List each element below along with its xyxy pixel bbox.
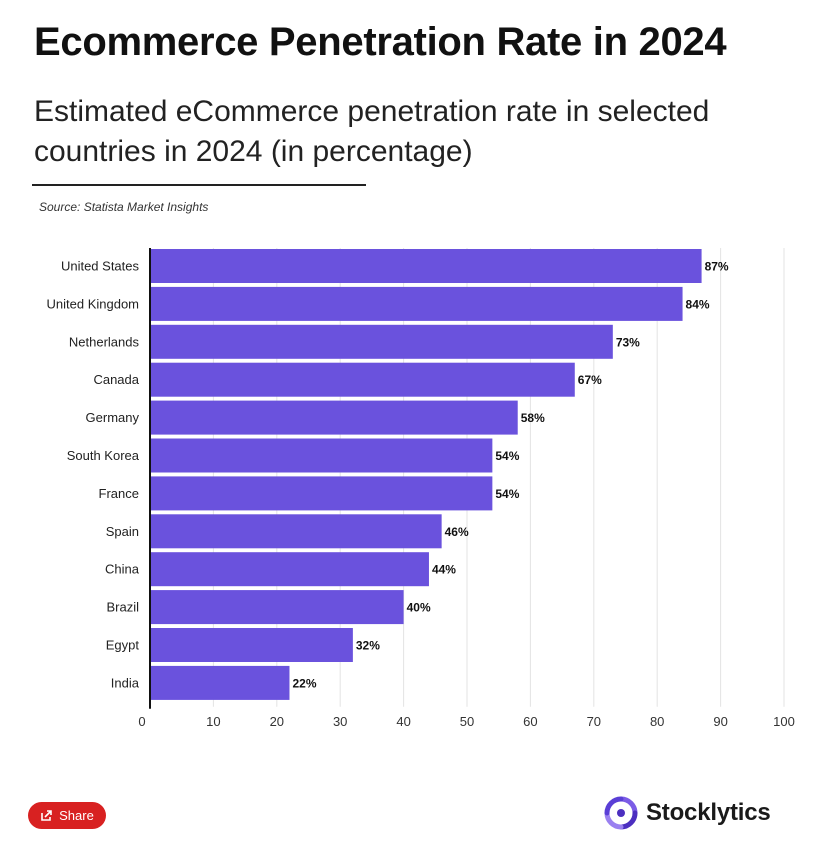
bar[interactable]: [150, 590, 404, 625]
bar[interactable]: [150, 249, 702, 283]
share-button[interactable]: Share: [28, 802, 106, 829]
category-label: India: [111, 675, 140, 690]
category-label: Netherlands: [69, 334, 140, 349]
data-label: 22%: [292, 676, 316, 690]
share-icon: [41, 810, 52, 821]
bar-chart: United States 87% United Kingdom 84% Netherl…: [47, 248, 795, 729]
data-label: 87%: [705, 260, 729, 274]
bar[interactable]: [150, 628, 353, 662]
data-label: 67%: [578, 373, 602, 387]
bar[interactable]: [150, 324, 613, 359]
data-label: 73%: [616, 335, 640, 349]
bar[interactable]: [150, 286, 683, 321]
bar[interactable]: [150, 400, 518, 435]
chart-subtitle: Estimated eCommerce penetration rate in …: [34, 95, 710, 168]
x-tick-label: 100: [773, 714, 795, 729]
share-label: Share: [59, 808, 94, 823]
bar[interactable]: [150, 438, 493, 473]
x-tick-label: 40: [396, 714, 410, 729]
x-tick-label: 90: [713, 714, 727, 729]
x-tick-label: 70: [587, 714, 601, 729]
x-tick-label: 30: [333, 714, 347, 729]
x-tick-label: 80: [650, 714, 664, 729]
bar[interactable]: [150, 514, 442, 549]
x-tick-label: 20: [270, 714, 284, 729]
x-tick-label: 60: [523, 714, 537, 729]
category-label: Canada: [93, 372, 139, 387]
category-label: South Korea: [67, 448, 140, 463]
x-tick-label: 0: [138, 714, 145, 729]
data-label: 46%: [445, 525, 469, 539]
x-tick-label: 50: [460, 714, 474, 729]
brand-name: Stocklytics: [646, 799, 771, 826]
title-divider: [32, 184, 366, 186]
category-label: Egypt: [106, 638, 140, 653]
stocklytics-logo-icon: [604, 796, 638, 830]
data-label: 54%: [495, 449, 519, 463]
category-label: United Kingdom: [47, 296, 140, 311]
category-label: Spain: [106, 524, 139, 539]
source-note: Source: Statista Market Insights: [39, 200, 209, 214]
category-label: Germany: [86, 410, 140, 425]
data-label: 32%: [356, 639, 380, 653]
data-label: 54%: [495, 487, 519, 501]
category-label: France: [99, 486, 139, 501]
data-label: 44%: [432, 563, 456, 577]
bar[interactable]: [150, 552, 429, 587]
data-label: 58%: [521, 411, 545, 425]
bar[interactable]: [150, 362, 575, 397]
category-label: China: [105, 562, 140, 577]
category-label: Brazil: [106, 600, 139, 615]
data-label: 40%: [407, 601, 431, 615]
chart-title: Ecommerce Penetration Rate in 2024: [34, 20, 727, 64]
x-tick-label: 10: [206, 714, 220, 729]
brand-logo[interactable]: Stocklytics: [604, 796, 771, 830]
bar[interactable]: [150, 476, 493, 511]
bar[interactable]: [150, 665, 290, 700]
data-label: 84%: [686, 297, 710, 311]
category-label: United States: [61, 259, 140, 274]
